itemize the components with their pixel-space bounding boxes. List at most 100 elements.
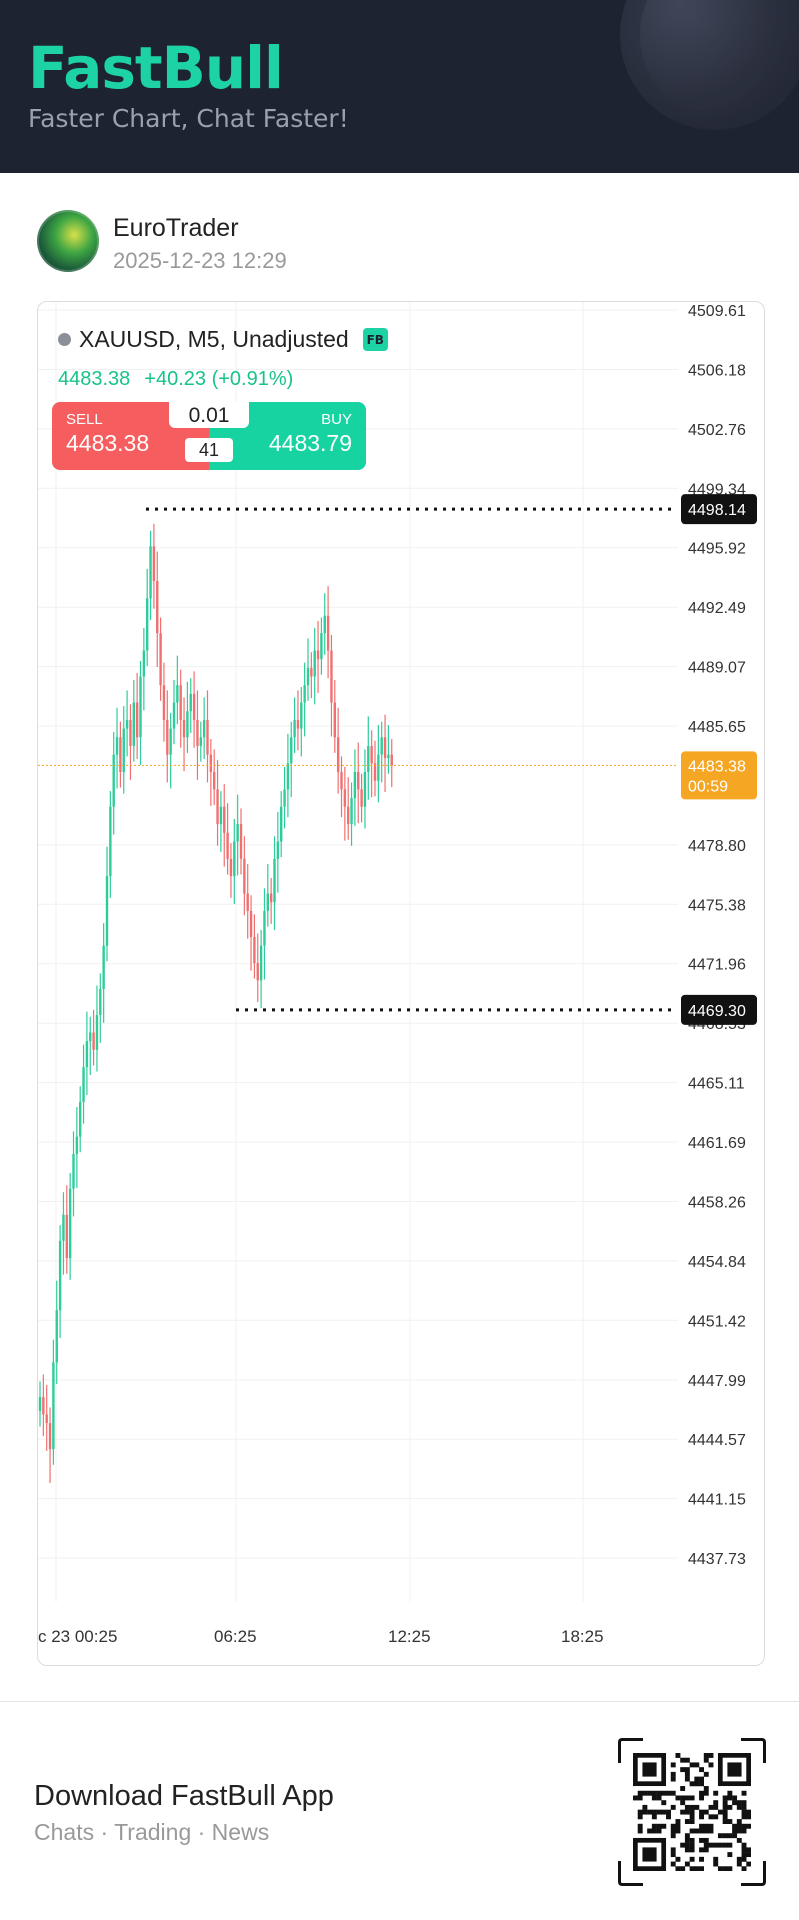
y-tick-label: 4485.65 <box>688 719 746 736</box>
candle-body <box>387 754 390 759</box>
candle-body <box>290 737 293 764</box>
candle-body <box>79 1101 82 1137</box>
qr-module <box>670 1852 676 1858</box>
candle-body <box>276 841 280 859</box>
qr-module <box>694 1828 700 1834</box>
qr-module <box>699 1767 704 1773</box>
candle-body <box>206 719 209 755</box>
y-tick-label: 4454.84 <box>688 1254 746 1271</box>
candle-body <box>347 806 350 825</box>
qr-module <box>732 1823 738 1829</box>
qr-module <box>637 1809 643 1815</box>
qr-module <box>746 1852 751 1858</box>
qr-module <box>680 1800 686 1806</box>
author-name[interactable]: EuroTrader <box>113 214 239 242</box>
candle-body <box>343 789 347 807</box>
qr-module <box>736 1819 742 1824</box>
qr-code[interactable] <box>618 1738 766 1886</box>
candle-body <box>62 1214 65 1241</box>
qr-module <box>684 1837 690 1843</box>
candlestick-chart[interactable]: 4509.61 4506.18 4502.76 4499.34 4495.92 4492.… <box>38 302 764 1665</box>
qr-module <box>741 1814 747 1820</box>
qr-module <box>684 1847 690 1853</box>
qr-module <box>694 1804 700 1810</box>
qr-module <box>689 1781 695 1787</box>
qr-module <box>722 1800 728 1806</box>
qr-module <box>637 1814 643 1820</box>
candle-body <box>38 1397 42 1411</box>
qr-module <box>699 1795 704 1801</box>
candle-body <box>172 702 176 729</box>
candle-body <box>259 945 263 981</box>
qr-module <box>713 1790 719 1796</box>
qr-module <box>703 1809 709 1815</box>
buy-price: 4483.79 <box>268 430 352 456</box>
lot-size-input[interactable]: 0.01 <box>169 402 249 428</box>
candle-body <box>48 1423 52 1450</box>
candle-body <box>330 650 333 703</box>
symbol-label[interactable]: XAUUSD, M5, Unadjusted <box>79 326 349 352</box>
candle-body <box>202 719 206 738</box>
qr-module <box>661 1800 667 1806</box>
chart-card[interactable]: 4509.61 4506.18 4502.76 4499.34 4495.92 4492.… <box>37 301 765 1666</box>
candle-body <box>156 581 159 634</box>
qr-module <box>741 1823 747 1829</box>
candle-body <box>273 858 276 903</box>
qr-module <box>699 1828 704 1834</box>
qr-corner-tl <box>618 1738 643 1763</box>
footer-divider <box>0 1701 799 1702</box>
tagline: Faster Chart, Chat Faster! <box>28 104 349 133</box>
qr-module <box>637 1795 643 1801</box>
qr-module <box>746 1814 751 1820</box>
symbol-row: XAUUSD, M5, Unadjusted FB <box>58 326 388 353</box>
candle-body <box>370 745 373 764</box>
qr-module <box>680 1809 686 1815</box>
qr-module <box>684 1809 690 1815</box>
y-tick-label: 4502.76 <box>688 422 746 439</box>
qr-module <box>708 1804 714 1810</box>
qr-module <box>746 1861 751 1867</box>
qr-module <box>736 1861 742 1867</box>
candle-body <box>42 1397 45 1415</box>
qr-module <box>703 1842 709 1848</box>
fb-badge-icon: FB <box>362 328 388 351</box>
qr-module <box>703 1837 709 1843</box>
candle-body <box>105 876 109 946</box>
qr-module <box>732 1828 738 1834</box>
candle-body <box>209 754 213 773</box>
candle-body <box>139 676 142 738</box>
qr-module <box>651 1809 657 1815</box>
qr-module <box>727 1852 733 1858</box>
qr-module <box>661 1809 667 1815</box>
candle-body <box>129 719 132 746</box>
qr-module <box>656 1809 662 1815</box>
candle-body <box>68 1188 72 1259</box>
qr-pattern <box>633 1753 751 1871</box>
candle-body <box>213 772 216 790</box>
low-marker-box <box>681 994 757 1025</box>
qr-module <box>675 1828 681 1834</box>
qr-module <box>727 1795 733 1801</box>
qr-module <box>647 1828 653 1834</box>
qr-finder-inner <box>642 1762 657 1777</box>
candle-body <box>383 737 387 759</box>
qr-module <box>661 1790 667 1796</box>
candle-body <box>99 989 102 1016</box>
qr-module <box>713 1804 719 1810</box>
qr-module <box>736 1837 742 1843</box>
qr-module <box>689 1795 695 1801</box>
y-tick-label: 4506.18 <box>688 363 746 380</box>
avatar[interactable] <box>37 210 99 272</box>
qr-module <box>637 1790 643 1796</box>
download-title[interactable]: Download FastBull App <box>34 1780 334 1812</box>
qr-module <box>684 1795 690 1801</box>
qr-module <box>670 1847 676 1853</box>
status-dot <box>58 333 71 346</box>
candle-body <box>377 754 380 781</box>
qr-module <box>684 1819 690 1824</box>
qr-module <box>703 1828 709 1834</box>
candle-body <box>256 962 259 981</box>
qr-module <box>699 1814 704 1820</box>
qr-module <box>708 1842 714 1848</box>
qr-module <box>670 1861 676 1867</box>
